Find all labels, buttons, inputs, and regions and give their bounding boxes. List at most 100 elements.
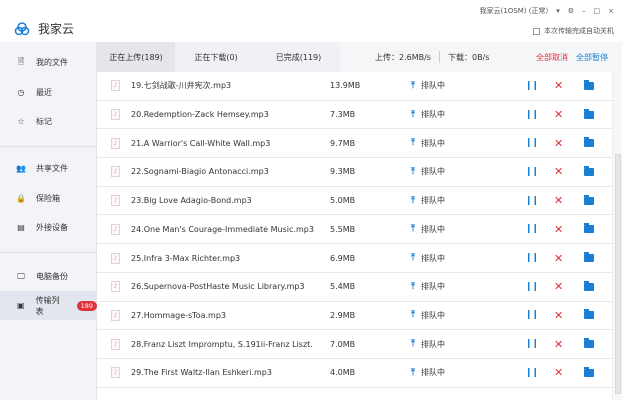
account-menu[interactable]: 我家云(1OSM) (正常) — [479, 7, 549, 15]
chevron-down-icon[interactable]: ▾ — [556, 7, 560, 15]
minimize-icon[interactable]: – — [582, 7, 586, 15]
checkbox-icon[interactable] — [533, 27, 540, 35]
pause-icon[interactable]: ❙❙ — [525, 310, 539, 321]
cancel-icon[interactable]: ✕ — [554, 280, 564, 294]
tab-downloading[interactable]: 正在下载(0) — [175, 42, 257, 72]
sidebar-item-recent[interactable]: ◷ 最近 — [0, 78, 97, 107]
folder-icon[interactable] — [584, 223, 594, 234]
cancel-icon[interactable]: ✕ — [554, 251, 564, 265]
file-name: 27.Hommage-sToa.mp3 — [131, 310, 227, 320]
close-icon[interactable]: × — [608, 7, 614, 15]
status-text: 排队中 — [420, 81, 445, 91]
pause-icon[interactable]: ❙❙ — [525, 195, 539, 206]
sidebar-item-label: 外接设备 — [36, 223, 68, 232]
cancel-icon[interactable]: ✕ — [554, 108, 564, 122]
table-row[interactable]: ♪ 26.Supernova-PostHaste Music Library.m… — [97, 273, 612, 302]
pause-icon[interactable]: ❙❙ — [525, 224, 539, 235]
file-size: 5.0MB — [330, 196, 356, 206]
cancel-icon[interactable]: ✕ — [554, 222, 564, 236]
music-file-icon: ♪ — [111, 309, 120, 321]
table-row[interactable]: ♪ 20.Redemption-Zack Hemsey.mp3 7.3MB ⤒ 排… — [97, 101, 612, 130]
tab-completed[interactable]: 已完成(119) — [257, 42, 340, 72]
status-text: 排队中 — [420, 310, 445, 320]
gear-icon[interactable]: ⚙ — [567, 7, 574, 15]
pause-icon[interactable]: ❙❙ — [525, 339, 539, 350]
cancel-icon[interactable]: ✕ — [554, 136, 564, 150]
star-icon: ☆ — [17, 117, 25, 126]
table-row[interactable]: ♪ 23.Big Love Adagio-Bond.mp3 5.0MB ⤒ 排队中… — [97, 187, 612, 216]
pause-icon[interactable]: ❙❙ — [525, 281, 539, 292]
folder-icon[interactable] — [584, 309, 594, 320]
music-file-icon: ♪ — [111, 80, 120, 92]
file-size: 7.0MB — [330, 339, 356, 349]
cancel-icon[interactable]: ✕ — [554, 165, 564, 179]
upload-arrow-icon: ⤒ — [411, 195, 415, 206]
pause-all-button[interactable]: 全部暂停 — [576, 52, 608, 62]
table-row[interactable]: ♪ 27.Hommage-sToa.mp3 2.9MB ⤒ 排队中 ❙❙ ✕ — [97, 302, 612, 331]
scrollbar-thumb[interactable] — [615, 154, 621, 394]
scrollbar[interactable] — [612, 72, 622, 400]
status-text: 排队中 — [420, 224, 445, 234]
music-file-icon: ♪ — [111, 195, 120, 207]
music-file-icon: ♪ — [111, 223, 120, 235]
sidebar-item-safe[interactable]: 🔒 保险箱 — [0, 184, 97, 213]
maximize-icon[interactable]: □ — [593, 7, 601, 15]
cancel-icon[interactable]: ✕ — [554, 366, 564, 380]
sidebar-item-devices[interactable]: ▤ 外接设备 — [0, 213, 97, 242]
table-row[interactable]: ♪ 21.A Warrior's Call-White Wall.mp3 9.7… — [97, 129, 612, 159]
file-name: 22.Sognami-Biagio Antonacci.mp3 — [131, 167, 269, 177]
file-size: 9.3MB — [330, 167, 356, 177]
cancel-icon[interactable]: ✕ — [554, 79, 564, 93]
sidebar-item-marked[interactable]: ☆ 标记 — [0, 107, 97, 136]
pause-icon[interactable]: ❙❙ — [525, 367, 539, 378]
sidebar-item-label: 传输列表 — [35, 295, 60, 316]
lock-icon: 🔒 — [16, 194, 26, 203]
tab-uploading[interactable]: 正在上传(189) — [97, 42, 175, 72]
sidebar-item-pc-backup[interactable]: 🖵 电脑备份 — [0, 262, 97, 291]
table-row[interactable]: ♪ 29.The First Waltz-Ilan Eshkeri.mp3 4.… — [97, 359, 612, 388]
sidebar-item-label: 最近 — [36, 88, 52, 97]
upload-speed: 上传：2.6MB/s — [375, 52, 431, 62]
folder-icon[interactable] — [584, 366, 594, 377]
folder-icon[interactable] — [584, 137, 594, 148]
title-bar: 我家云 我家云(1OSM) (正常) ▾ ⚙ – □ × 本次传输完成自动关机 — [0, 0, 622, 42]
file-size: 13.9MB — [330, 81, 361, 91]
pause-icon[interactable]: ❙❙ — [525, 166, 539, 177]
speed-info: 上传：2.6MB/s 下载：0B/s — [375, 42, 489, 72]
pause-icon[interactable]: ❙❙ — [525, 109, 539, 120]
table-row[interactable]: ♪ 28.Franz Liszt Impromptu, S.191ii-Fran… — [97, 330, 612, 359]
cancel-icon[interactable]: ✕ — [554, 308, 564, 322]
sidebar-item-transfers[interactable]: ▣ 传输列表 189 — [0, 291, 97, 320]
folder-icon[interactable] — [584, 280, 594, 291]
status-text: 排队中 — [420, 110, 445, 120]
pause-icon[interactable]: ❙❙ — [525, 138, 539, 149]
folder-icon[interactable] — [584, 252, 594, 263]
table-row[interactable]: ♪ 25.Infra 3-Max Richter.mp3 6.9MB ⤒ 排队中 … — [97, 244, 612, 273]
pause-icon[interactable]: ❙❙ — [525, 253, 539, 264]
folder-icon[interactable] — [584, 79, 594, 90]
sidebar-item-my-files[interactable]: 🗎 我的文件 — [0, 48, 97, 77]
file-name: 19.七剑战歌-川井宪次.mp3 — [131, 81, 232, 91]
folder-icon[interactable] — [584, 194, 594, 205]
folder-icon[interactable] — [584, 338, 594, 349]
file-list: ♪ 19.七剑战歌-川井宪次.mp3 13.9MB ⤒ 排队中 ❙❙ ✕ ♪ 20… — [97, 72, 612, 400]
auto-shutdown-label: 本次传输完成自动关机 — [544, 27, 614, 35]
table-row[interactable]: ♪ 24.One Man's Courage-Immediate Music.m… — [97, 216, 612, 245]
pause-icon[interactable]: ❙❙ — [525, 80, 539, 91]
auto-shutdown-checkbox[interactable]: 本次传输完成自动关机 — [533, 26, 614, 36]
music-file-icon: ♪ — [111, 338, 120, 350]
transfer-status: ⤒ 排队中 — [411, 166, 445, 177]
folder-icon[interactable] — [584, 165, 594, 176]
transfer-status: ⤒ 排队中 — [411, 80, 445, 91]
cancel-icon[interactable]: ✕ — [554, 194, 564, 208]
cancel-icon[interactable]: ✕ — [554, 337, 564, 351]
folder-icon[interactable] — [584, 108, 594, 119]
status-text: 排队中 — [420, 167, 445, 177]
cancel-all-button[interactable]: 全部取消 — [536, 52, 568, 62]
users-icon: 👥 — [16, 164, 26, 173]
table-row[interactable]: ♪ 22.Sognami-Biagio Antonacci.mp3 9.3MB … — [97, 158, 612, 187]
sidebar-item-shared[interactable]: 👥 共享文件 — [0, 154, 97, 183]
file-size: 5.4MB — [330, 282, 356, 292]
sidebar-item-label: 我的文件 — [36, 58, 68, 67]
table-row[interactable]: ♪ 19.七剑战歌-川井宪次.mp3 13.9MB ⤒ 排队中 ❙❙ ✕ — [97, 72, 612, 101]
